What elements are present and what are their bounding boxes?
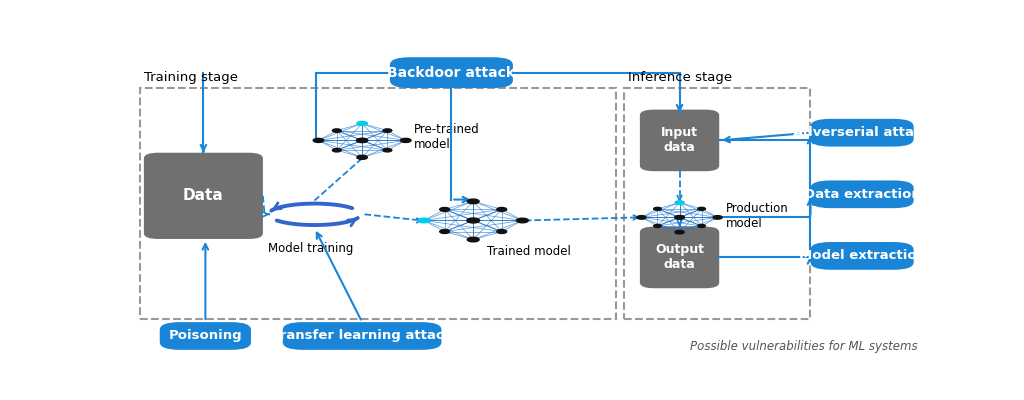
Circle shape	[467, 237, 479, 242]
Circle shape	[439, 230, 450, 234]
Text: Backdoor attack: Backdoor attack	[387, 66, 515, 80]
Circle shape	[313, 138, 324, 142]
Circle shape	[356, 138, 368, 143]
Circle shape	[333, 129, 341, 132]
FancyBboxPatch shape	[390, 57, 513, 88]
FancyBboxPatch shape	[160, 322, 251, 350]
Circle shape	[439, 208, 450, 211]
Circle shape	[357, 122, 368, 126]
Circle shape	[653, 207, 662, 210]
Text: Possible vulnerabilities for ML systems: Possible vulnerabilities for ML systems	[690, 340, 918, 353]
Circle shape	[383, 129, 392, 132]
Circle shape	[713, 216, 722, 219]
Circle shape	[497, 230, 507, 234]
FancyBboxPatch shape	[811, 119, 913, 146]
Circle shape	[675, 201, 684, 204]
Text: Transfer learning attack: Transfer learning attack	[271, 330, 453, 342]
Circle shape	[653, 224, 662, 228]
Text: Data extraction: Data extraction	[804, 188, 921, 201]
Circle shape	[675, 216, 684, 219]
Text: Input
data: Input data	[662, 126, 698, 154]
Circle shape	[497, 208, 507, 211]
Text: Production
model: Production model	[726, 202, 788, 230]
FancyBboxPatch shape	[640, 227, 719, 288]
Circle shape	[697, 207, 706, 210]
FancyBboxPatch shape	[640, 110, 719, 171]
Circle shape	[467, 218, 479, 223]
Circle shape	[333, 148, 341, 152]
Circle shape	[516, 218, 528, 223]
Circle shape	[467, 199, 479, 204]
Text: Adverserial attack: Adverserial attack	[794, 126, 931, 139]
Circle shape	[357, 155, 368, 159]
Circle shape	[400, 138, 411, 142]
Text: Output
data: Output data	[655, 244, 705, 272]
Circle shape	[383, 148, 392, 152]
Text: Model training: Model training	[268, 242, 353, 255]
Text: Poisoning: Poisoning	[169, 330, 243, 342]
Text: Model extraction: Model extraction	[799, 250, 926, 262]
Circle shape	[697, 224, 706, 228]
Circle shape	[637, 216, 646, 219]
Circle shape	[675, 230, 684, 234]
Text: Pre-trained
model: Pre-trained model	[414, 123, 479, 151]
Bar	[624, 88, 811, 319]
FancyBboxPatch shape	[811, 180, 913, 208]
Text: Data: Data	[183, 188, 224, 203]
FancyBboxPatch shape	[143, 153, 263, 239]
Bar	[140, 88, 616, 319]
Text: Inference stage: Inference stage	[628, 71, 732, 84]
Text: Trained model: Trained model	[486, 245, 570, 258]
Text: Training stage: Training stage	[143, 71, 238, 84]
Circle shape	[418, 218, 430, 223]
FancyBboxPatch shape	[811, 242, 913, 270]
FancyBboxPatch shape	[283, 322, 441, 350]
